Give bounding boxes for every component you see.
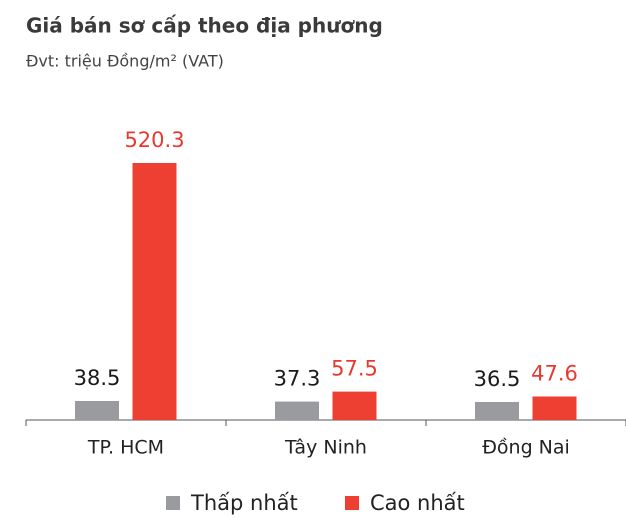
legend-swatch: [345, 496, 359, 510]
bar: [332, 391, 377, 420]
bar: [275, 401, 319, 420]
chart-title: Giá bán sơ cấp theo địa phương: [26, 14, 383, 38]
x-tick-label: TP. HCM: [87, 437, 164, 459]
legend-label: Thấp nhất: [190, 491, 298, 515]
chart-subtitle: Đvt: triệu Đồng/m² (VAT): [26, 52, 224, 71]
bar: [532, 396, 577, 420]
value-label: 36.5: [474, 367, 521, 391]
value-label: 47.6: [531, 361, 578, 385]
value-label: 520.3: [124, 128, 184, 152]
bar: [132, 163, 177, 420]
bar: [75, 400, 119, 420]
x-tick-label: Tây Ninh: [284, 437, 367, 459]
legend-label: Cao nhất: [370, 491, 465, 515]
x-tick-label: Đồng Nai: [482, 437, 570, 459]
value-label: 57.5: [331, 357, 378, 381]
value-label: 38.5: [74, 366, 121, 390]
value-label: 37.3: [274, 367, 321, 391]
legend-swatch: [166, 496, 180, 510]
bar: [475, 401, 519, 420]
